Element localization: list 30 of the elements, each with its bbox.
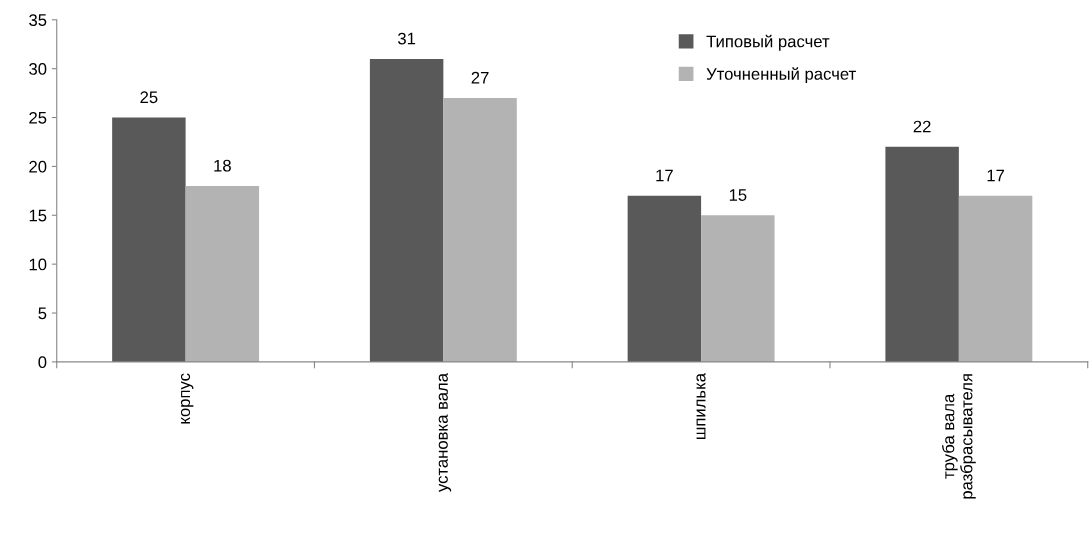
data-label: 18 <box>214 159 231 172</box>
data-label: 31 <box>397 32 416 45</box>
y-tick-label: 25 <box>29 111 47 124</box>
x-tick-label: шпилька <box>696 373 706 439</box>
x-tick-label: установка вала <box>438 373 452 492</box>
bar <box>958 195 1033 362</box>
x-tick-label: труба вала разбрасывателя <box>941 374 976 499</box>
y-tick-label: 5 <box>38 307 47 320</box>
bar <box>701 215 775 362</box>
bar <box>885 146 959 362</box>
data-label: 17 <box>656 169 673 182</box>
bar <box>185 185 260 362</box>
data-label: 25 <box>140 91 158 104</box>
legend-label: Типовый расчет <box>706 34 830 51</box>
data-label: 27 <box>471 71 489 84</box>
bar <box>443 97 517 362</box>
bar <box>112 117 186 362</box>
y-tick-label: 15 <box>29 209 47 222</box>
y-tick-label: 20 <box>29 160 47 173</box>
y-tick-label: 30 <box>29 63 47 75</box>
y-tick-label: 10 <box>29 258 47 271</box>
data-label: 22 <box>913 120 931 133</box>
legend-label: Уточненный расчет <box>706 67 856 84</box>
bar <box>369 58 444 362</box>
y-tick-label: 0 <box>38 356 47 369</box>
x-tick-label: корпус <box>180 373 194 424</box>
y-tick-label: 35 <box>29 14 47 26</box>
data-label: 17 <box>987 169 1005 182</box>
data-label: 15 <box>729 189 747 201</box>
bar <box>627 195 702 362</box>
